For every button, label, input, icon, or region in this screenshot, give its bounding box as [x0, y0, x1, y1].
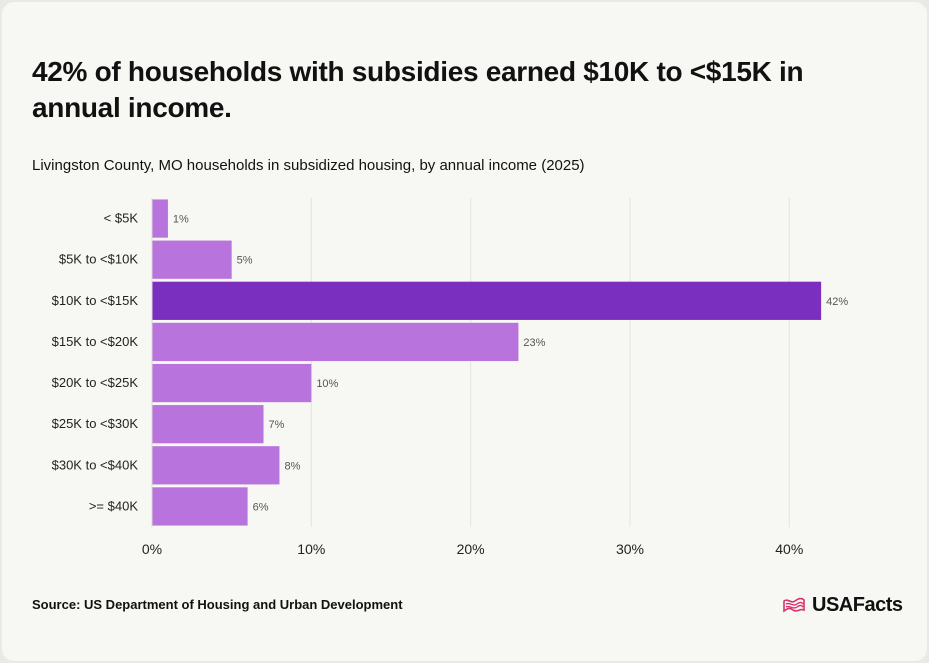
- chart-title: 42% of households with subsidies earned …: [32, 56, 804, 123]
- x-tick-label: 10%: [297, 541, 325, 557]
- chart-subtitle: Livingston County, MO households in subs…: [32, 157, 585, 174]
- category-label: < $5K: [104, 211, 139, 226]
- bar: [152, 322, 519, 362]
- category-label: $20K to <$25K: [52, 375, 139, 390]
- value-label: 6%: [253, 501, 269, 513]
- x-tick-label: 40%: [775, 541, 803, 557]
- bar: [152, 363, 312, 403]
- category-label: $5K to <$10K: [59, 252, 138, 267]
- usafacts-logo: USAFacts: [782, 594, 903, 617]
- value-label: 1%: [173, 214, 189, 226]
- value-label: 8%: [284, 460, 300, 472]
- bar: [152, 405, 264, 444]
- category-label: >= $40K: [89, 498, 138, 513]
- x-tick-label: 30%: [616, 541, 644, 557]
- value-label: 10%: [316, 378, 338, 390]
- bar: [152, 281, 822, 320]
- x-tick-label: 0%: [142, 541, 162, 557]
- category-label: $10K to <$15K: [52, 293, 139, 308]
- value-label: 7%: [269, 419, 285, 431]
- value-label: 23%: [523, 337, 545, 349]
- bar: [152, 446, 280, 485]
- bar: [152, 487, 248, 526]
- bar: [152, 199, 168, 238]
- bar: [152, 240, 232, 279]
- logo-text: USAFacts: [812, 594, 903, 616]
- value-label: 42%: [826, 296, 848, 308]
- x-tick-label: 20%: [457, 541, 485, 557]
- category-label: $15K to <$20K: [52, 334, 139, 349]
- source-note: Source: US Department of Housing and Urb…: [32, 597, 403, 612]
- value-label: 5%: [237, 255, 253, 267]
- category-label: $25K to <$30K: [52, 416, 139, 431]
- usa-flag-icon: [783, 597, 805, 612]
- category-label: $30K to <$40K: [52, 457, 139, 472]
